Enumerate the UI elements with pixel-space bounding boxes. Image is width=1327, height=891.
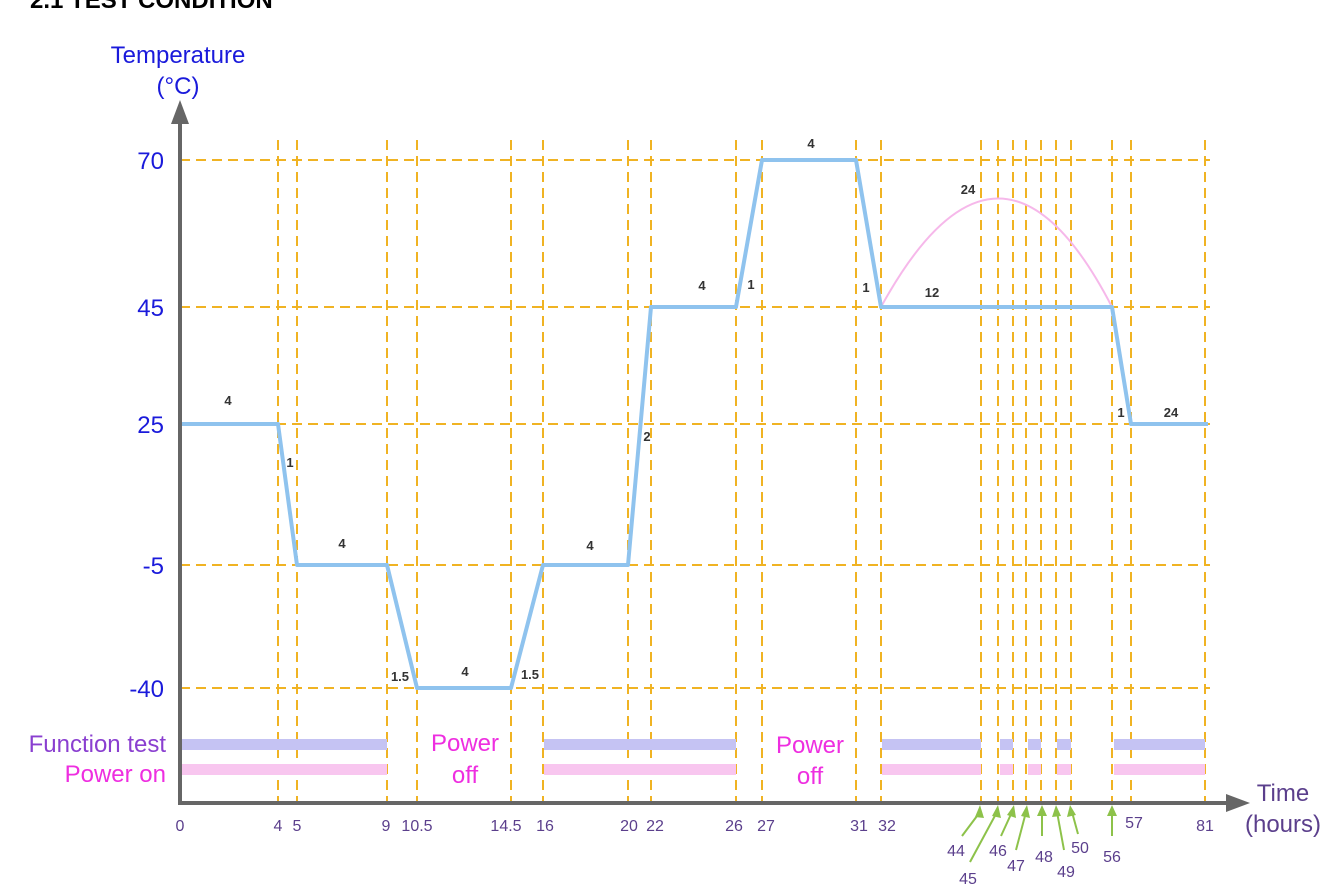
duration-label: 4 (338, 536, 346, 551)
arrow-49 (1056, 811, 1065, 851)
duration-label: 4 (461, 664, 469, 679)
arrow-label: 50 (1071, 840, 1089, 857)
x-tick-label: 10.5 (401, 818, 432, 835)
duration-label: 4 (224, 393, 232, 408)
x-tick-label: 5 (293, 818, 302, 835)
x-axis-unit: (hours) (1245, 811, 1321, 838)
duration-label: 1 (862, 280, 869, 295)
vertical-guide-lines (277, 140, 1206, 803)
function-test-bar (882, 739, 981, 750)
duration-label: 1.5 (391, 669, 409, 684)
x-tick-label: 81 (1196, 818, 1214, 835)
arrowhead (992, 805, 1001, 818)
duration-label: 1 (1117, 405, 1124, 420)
function-test-bar (1057, 739, 1071, 750)
duration-labels: 4 1 4 1.5 4 1.5 4 2 4 1 4 1 12 24 1 24 (224, 136, 1179, 684)
function-test-bar (544, 739, 736, 750)
arrowhead (1067, 805, 1076, 817)
y-tick-label: 25 (137, 412, 164, 439)
duration-label: 2 (643, 429, 650, 444)
power-on-bars (181, 764, 1205, 775)
x-tick-labels: 0 4 5 9 10.5 14.5 16 20 22 26 27 31 32 5… (176, 815, 1214, 835)
humidity-arc (880, 197, 1113, 308)
power-off-label: Power (776, 732, 844, 759)
duration-label: 4 (586, 538, 594, 553)
legend-power-on: Power on (65, 761, 166, 788)
x-tick-label: 57 (1125, 815, 1143, 832)
y-axis-unit: (°C) (157, 73, 200, 100)
power-off-label: off (452, 762, 479, 789)
y-tick-label: -40 (129, 676, 164, 703)
arrowhead (1052, 805, 1061, 817)
y-tick-label: -5 (143, 553, 164, 580)
arrowhead (1007, 805, 1016, 818)
y-axis-arrowhead (171, 100, 189, 124)
function-test-bars (181, 739, 1205, 750)
x-tick-label: 32 (878, 818, 896, 835)
duration-label: 24 (1164, 405, 1179, 420)
x-axis-arrowhead (1226, 794, 1250, 812)
x-axis-title: Time (1257, 780, 1309, 807)
humidity-step-arrows: 44 45 46 47 48 49 50 56 (947, 805, 1121, 888)
arrow-label: 56 (1103, 849, 1121, 866)
arrow-label: 45 (959, 871, 977, 888)
arrow-label: 44 (947, 843, 965, 860)
power-on-bar (1057, 764, 1071, 775)
x-tick-label: 26 (725, 818, 743, 835)
duration-label: 1.5 (521, 667, 539, 682)
power-on-bar (181, 764, 387, 775)
x-tick-label: 22 (646, 818, 664, 835)
duration-label: 1 (286, 455, 293, 470)
arrow-label: 48 (1035, 849, 1053, 866)
x-tick-label: 9 (382, 818, 391, 835)
function-test-bar (1028, 739, 1041, 750)
function-test-bar (181, 739, 387, 750)
power-on-bar (1028, 764, 1041, 775)
power-on-bar (882, 764, 981, 775)
x-tick-label: 16 (536, 818, 554, 835)
arrowhead (1021, 805, 1030, 818)
section-title: 2.1 TEST CONDITION (30, 0, 273, 14)
arrowhead (975, 805, 984, 818)
axes (171, 100, 1250, 812)
temperature-profile-line (180, 158, 1208, 690)
arrow-label: 46 (989, 843, 1007, 860)
duration-label: 4 (807, 136, 815, 151)
arrowhead (1107, 805, 1117, 816)
arrow-label: 47 (1007, 858, 1025, 875)
arrowhead (1037, 805, 1047, 816)
power-off-label: off (797, 763, 824, 790)
duration-label: 12 (925, 285, 939, 300)
x-tick-label: 27 (757, 818, 775, 835)
function-test-bar (1114, 739, 1205, 750)
arrow-label: 49 (1057, 864, 1075, 881)
power-on-bar (1000, 764, 1013, 775)
y-axis-title: Temperature (111, 42, 246, 69)
x-tick-label: 14.5 (490, 818, 521, 835)
x-tick-label: 4 (274, 818, 283, 835)
x-tick-label: 0 (176, 818, 185, 835)
arrow-50 (1071, 811, 1079, 835)
duration-label: 24 (961, 182, 976, 197)
x-tick-label: 31 (850, 818, 868, 835)
power-on-bar (544, 764, 736, 775)
y-tick-labels: 70 45 25 -5 -40 (129, 148, 164, 703)
power-on-bar (1114, 764, 1205, 775)
function-test-bar (1000, 739, 1013, 750)
duration-label: 1 (747, 277, 754, 292)
arrow-47 (1015, 811, 1027, 851)
power-off-label: Power (431, 730, 499, 757)
legend-function-test: Function test (29, 731, 167, 758)
arrow-45 (969, 811, 998, 863)
x-tick-label: 20 (620, 818, 638, 835)
y-tick-label: 70 (137, 148, 164, 175)
y-tick-label: 45 (137, 295, 164, 322)
duration-label: 4 (698, 278, 706, 293)
